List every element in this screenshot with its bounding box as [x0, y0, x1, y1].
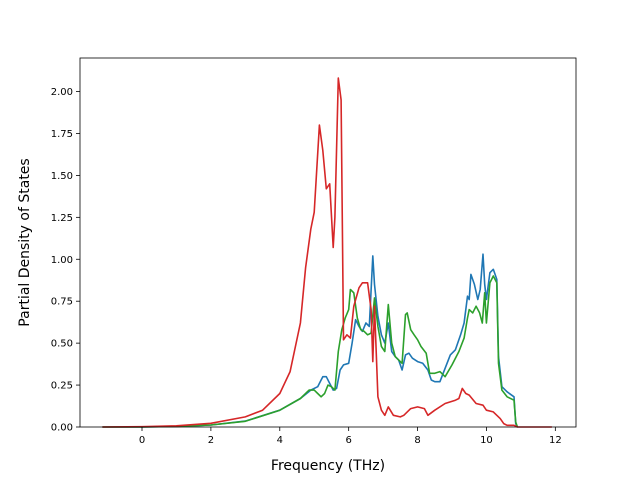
x-tick-label: 6 [345, 435, 351, 446]
x-tick-label: 4 [277, 435, 283, 446]
y-tick-label: 1.25 [51, 213, 73, 224]
x-tick-label: 2 [208, 435, 214, 446]
y-tick-label: 0.25 [51, 381, 73, 392]
y-axis-ticks: 0.00 0.25 0.50 0.75 1.00 1.25 1.50 1.75 2.00 [51, 87, 80, 434]
plot-area [80, 58, 576, 427]
series-line-3 [102, 77, 552, 428]
y-tick-label: 1.50 [51, 171, 73, 182]
plot-frame [79, 57, 577, 428]
series-line-2 [102, 275, 519, 428]
y-tick-label: 2.00 [51, 87, 73, 98]
x-axis-label: Frequency (THz) [271, 458, 385, 474]
y-tick-label: 1.75 [51, 129, 73, 140]
series-line-1 [102, 253, 519, 428]
y-tick-label: 0.00 [51, 423, 73, 434]
x-tick-label: 12 [549, 435, 562, 446]
y-tick-label: 1.00 [51, 255, 73, 266]
series-layer [102, 77, 552, 428]
x-tick-label: 10 [480, 435, 493, 446]
x-tick-label: 0 [139, 435, 145, 446]
y-tick-label: 0.50 [51, 339, 73, 350]
y-tick-label: 0.75 [51, 297, 73, 308]
x-tick-label: 8 [414, 435, 420, 446]
x-axis-ticks: 0 2 4 6 8 10 12 [139, 427, 562, 446]
y-axis-label: Partial Density of States [17, 158, 33, 326]
